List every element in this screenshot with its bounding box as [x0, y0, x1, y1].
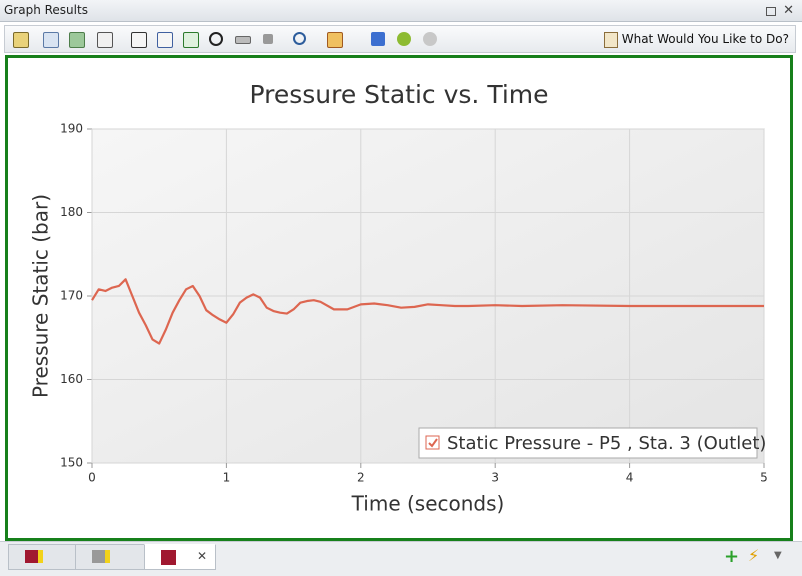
x-tick-label: 2 [357, 471, 365, 485]
y-tick-label: 150 [60, 456, 83, 470]
toolbar-button[interactable] [13, 32, 29, 48]
toolbar-button[interactable] [371, 32, 385, 46]
menu-button[interactable]: ▼ [774, 550, 782, 561]
x-axis-label: Time (seconds) [351, 492, 505, 516]
tab-icon [25, 550, 43, 563]
toolbar-button[interactable] [131, 32, 147, 48]
toolbar-button[interactable] [209, 32, 223, 46]
tab[interactable] [75, 544, 145, 570]
x-tick-label: 5 [760, 471, 768, 485]
x-tick-label: 3 [491, 471, 499, 485]
toolbar-button[interactable] [423, 32, 437, 46]
toolbar-button[interactable] [157, 32, 173, 48]
y-tick-label: 170 [60, 289, 83, 303]
toolbar-button[interactable] [293, 32, 306, 45]
help-icon [603, 32, 618, 48]
toolbar-button[interactable] [183, 32, 199, 48]
tab-close[interactable]: ✕ [197, 549, 208, 563]
chart-title: Pressure Static vs. Time [249, 80, 548, 109]
window-title: Graph Results [4, 3, 88, 17]
legend-check [428, 438, 438, 448]
series-line [91, 278, 764, 345]
close-button[interactable]: ✕ [783, 3, 794, 18]
legend-label: Static Pressure - P5 , Sta. 3 (Outlet) [447, 433, 766, 454]
y-axis-label: Pressure Static (bar) [29, 194, 53, 398]
title-bar: Graph Results ✕ [0, 0, 802, 22]
y-tick-label: 190 [60, 122, 83, 136]
x-tick-label: 4 [626, 471, 634, 485]
toolbar-button[interactable] [43, 32, 59, 48]
flash-button[interactable]: ⚡ [748, 546, 760, 565]
legend-checkbox [425, 435, 440, 450]
tab-active[interactable]: ✕ [144, 544, 216, 570]
add-button[interactable]: + [724, 546, 740, 567]
toolbar-button[interactable] [69, 32, 85, 48]
tab-bar: ✕ + ⚡ ▼ [0, 541, 802, 576]
tab-icon [92, 550, 110, 563]
graph-panel [5, 55, 793, 541]
toolbar-button[interactable] [235, 36, 251, 44]
y-tick-label: 160 [60, 372, 83, 386]
toolbar: What Would You Like to Do? [4, 25, 796, 53]
y-tick-label: 180 [60, 205, 83, 219]
help-text: What Would You Like to Do? [621, 32, 789, 46]
toolbar-button[interactable] [97, 32, 113, 48]
legend-box [418, 427, 758, 459]
restore-button[interactable] [766, 7, 776, 16]
toolbar-button[interactable] [327, 32, 343, 48]
toolbar-button[interactable] [397, 32, 411, 46]
help-button[interactable]: What Would You Like to Do? [602, 29, 789, 49]
x-tick-label: 1 [223, 471, 231, 485]
toolbar-button[interactable] [263, 34, 273, 44]
x-tick-label: 0 [88, 471, 96, 485]
tab-icon [161, 550, 176, 565]
